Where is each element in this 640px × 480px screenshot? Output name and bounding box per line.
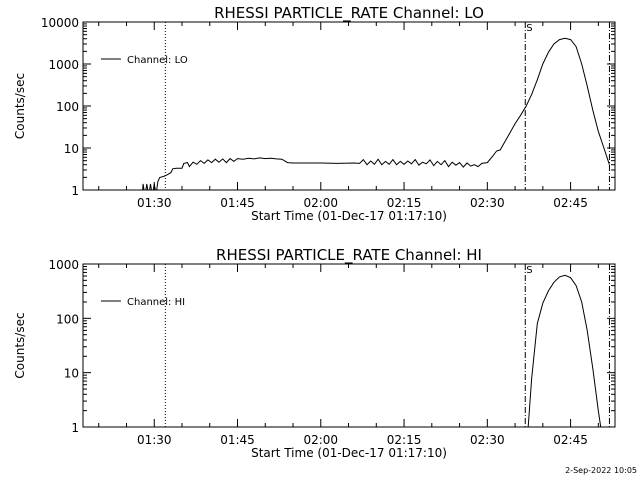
y-tick-label-0-0: 1 [71,184,79,198]
y-tick-label-1-0: 1 [71,421,79,435]
x-axis-label-1: Start Time (01-Dec-17 01:17:10) [251,446,447,460]
chart-title-0: RHESSI PARTICLE_RATE Channel: LO [214,4,484,23]
x-tick-label-1-2: 02:00 [303,433,338,447]
x-tick-label-1-0: 01:30 [137,433,172,447]
y-tick-label-1-3: 1000 [48,258,79,272]
footer-date: 2-Sep-2022 10:05 [565,466,637,475]
y-tick-label-0-1: 10 [64,142,79,156]
x-tick-label-1-5: 02:45 [553,433,588,447]
y-tick-label-1-1: 10 [64,367,79,381]
legend-label-1: Channel: HI [127,297,185,308]
y-tick-label-0-3: 1000 [48,58,79,72]
y-tick-label-0-2: 100 [56,100,79,114]
y-tick-label-1-2: 100 [56,312,79,326]
x-tick-label-1-4: 02:30 [470,433,505,447]
y-tick-label-0-4: 10000 [41,16,79,30]
legend-label-0: Channel: LO [127,55,188,66]
x-tick-label-0-3: 02:15 [387,196,422,210]
x-tick-label-0-1: 01:45 [220,196,255,210]
series-line-1-0 [527,274,602,427]
x-tick-label-0-0: 01:30 [137,196,172,210]
x-axis-label-0: Start Time (01-Dec-17 01:17:10) [251,209,447,223]
x-tick-label-0-4: 02:30 [470,196,505,210]
saa-flag-1: S [526,265,532,276]
chart-title-1: RHESSI PARTICLE_RATE Channel: HI [216,246,482,265]
series-line-0-0 [142,37,610,190]
y-axis-label-0: Counts/sec [13,73,27,139]
x-tick-label-1-3: 02:15 [387,433,422,447]
y-axis-label-1: Counts/sec [13,312,27,378]
x-tick-label-0-5: 02:45 [553,196,588,210]
x-tick-label-0-2: 02:00 [303,196,338,210]
x-tick-label-1-1: 01:45 [220,433,255,447]
saa-flag-0: S [526,23,532,34]
plot-frame-0 [82,21,616,191]
